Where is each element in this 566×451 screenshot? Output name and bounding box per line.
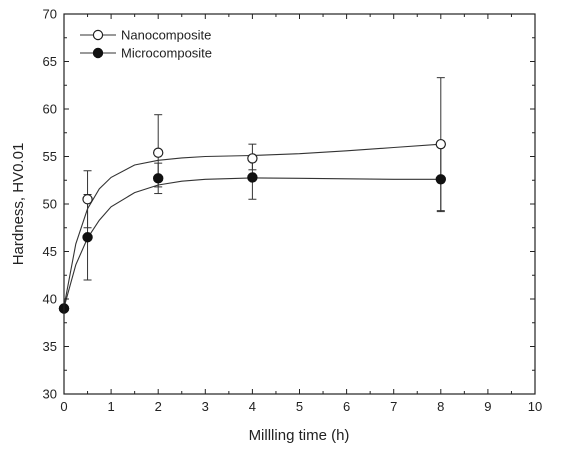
point-nanocomposite — [82, 194, 93, 205]
point-nanocomposite — [152, 147, 164, 158]
legend-label: Microcomposite — [121, 46, 212, 61]
y-tick-label: 70 — [43, 7, 57, 22]
point-microcomposite — [152, 173, 164, 184]
y-tick-label: 60 — [43, 102, 57, 117]
y-tick-label: 65 — [43, 54, 57, 69]
y-tick-label: 45 — [43, 244, 57, 259]
x-tick-label: 6 — [343, 399, 350, 414]
point-microcomposite — [435, 174, 446, 185]
x-tick-label: 4 — [249, 399, 256, 414]
x-tick-label: 2 — [155, 399, 162, 414]
x-tick-label: 8 — [437, 399, 444, 414]
x-axis-label: Millling time (h) — [249, 427, 350, 444]
x-tick-label: 5 — [296, 399, 303, 414]
x-tick-label: 10 — [528, 399, 542, 414]
legend-marker — [92, 29, 104, 41]
point-nanocomposite — [247, 153, 258, 164]
x-tick-label: 9 — [484, 399, 491, 414]
fit-curve-nanocomposite — [63, 143, 441, 307]
point-microcomposite — [82, 232, 93, 243]
y-tick-label: 40 — [43, 292, 57, 307]
x-tick-label: 0 — [60, 399, 67, 414]
plot-frame — [63, 13, 536, 395]
x-tick-label: 3 — [202, 399, 209, 414]
y-axis-label: Hardness, HV0.01 — [10, 143, 27, 266]
legend-marker — [92, 47, 104, 59]
y-tick-label: 30 — [43, 387, 57, 402]
point-nanocomposite — [435, 138, 446, 150]
x-tick-label: 7 — [390, 399, 397, 414]
y-tick-label: 50 — [43, 197, 57, 212]
y-tick-label: 55 — [43, 149, 57, 164]
x-tick-label: 1 — [107, 399, 114, 414]
legend-label: Nanocomposite — [121, 28, 211, 43]
y-tick-label: 35 — [43, 339, 57, 354]
legend: Nanocomposite Microcomposite — [80, 28, 212, 61]
point-microcomposite — [247, 172, 258, 183]
